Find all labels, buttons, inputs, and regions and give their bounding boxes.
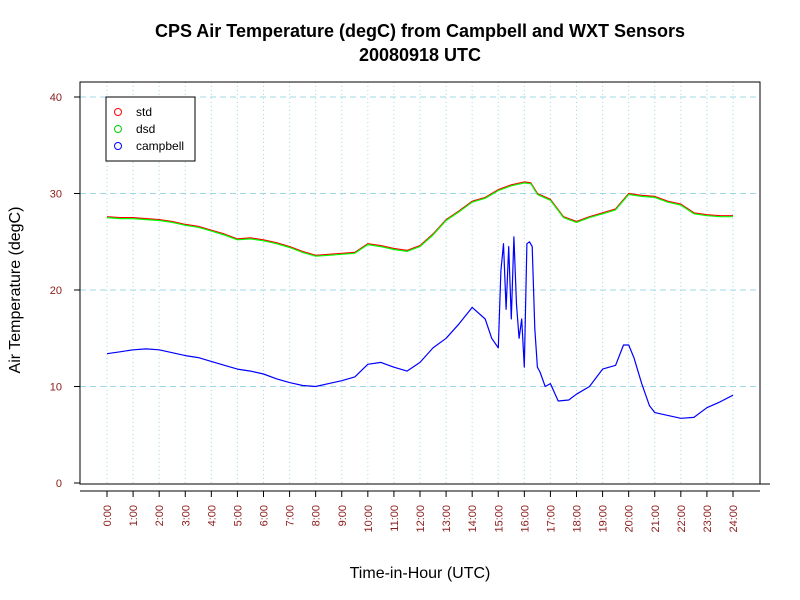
x-tick-label: 17:00: [545, 505, 557, 533]
x-tick-label: 14:00: [467, 505, 479, 533]
legend-marker-campbell: [114, 142, 122, 150]
legend-label-campbell: campbell: [136, 139, 184, 153]
y-tick-label: 20: [50, 285, 62, 297]
x-tick-label: 21:00: [650, 505, 662, 533]
series-line-campbell: [106, 236, 734, 419]
x-tick-label: 0:00: [102, 505, 114, 526]
legend-marker-dsd: [114, 125, 122, 133]
series-group: [106, 181, 734, 419]
plot-frame: [79, 81, 761, 485]
y-tick-label: 0: [56, 478, 62, 490]
legend-label-std: std: [136, 105, 152, 119]
x-tick-label: 11:00: [389, 505, 401, 532]
x-tick-label: 24:00: [728, 505, 740, 533]
x-tick-label: 2:00: [154, 505, 166, 526]
chart-title: CPS Air Temperature (degC) from Campbell…: [155, 21, 685, 41]
x-tick-label: 23:00: [702, 505, 714, 533]
legend-box: [105, 96, 196, 162]
x-tick-label: 15:00: [493, 505, 505, 533]
x-tick-label: 10:00: [363, 505, 375, 533]
y-tick-label: 30: [50, 189, 62, 201]
x-tick-label: 3:00: [180, 505, 192, 526]
x-tick-label: 9:00: [337, 505, 349, 526]
x-tick-label: 7:00: [285, 505, 297, 526]
x-tick-label: 1:00: [128, 505, 140, 526]
x-tick-label: 4:00: [206, 505, 218, 526]
y-tick-label: 10: [50, 382, 62, 394]
series-line-dsd: [106, 182, 733, 257]
chart-subtitle: 20080918 UTC: [359, 45, 481, 65]
x-tick-label: 8:00: [311, 505, 323, 526]
x-tick-label: 18:00: [572, 505, 584, 533]
grid: [80, 82, 760, 484]
x-tick-label: 13:00: [441, 505, 453, 533]
series-line-std: [106, 181, 733, 256]
axes: 0:00 1:00 2:00 3:00 4:00 5:00 6:00 7:00 8:00 9:00…: [50, 92, 770, 533]
y-axis-label: Air Temperature (degC): [7, 207, 24, 374]
x-axis-label: Time-in-Hour (UTC): [350, 565, 491, 582]
legend: std dsd campbell: [105, 96, 196, 162]
x-tick-label: 12:00: [415, 505, 427, 533]
x-tick-label: 6:00: [259, 505, 271, 526]
x-tick-label: 5:00: [232, 505, 244, 526]
x-tick-label: 22:00: [676, 505, 688, 533]
x-tick-label: 19:00: [598, 505, 610, 533]
legend-marker-std: [114, 108, 122, 116]
x-tick-label: 16:00: [519, 505, 531, 533]
legend-label-dsd: dsd: [136, 122, 155, 136]
y-tick-label: 40: [50, 92, 62, 104]
x-tick-label: 20:00: [624, 505, 636, 533]
